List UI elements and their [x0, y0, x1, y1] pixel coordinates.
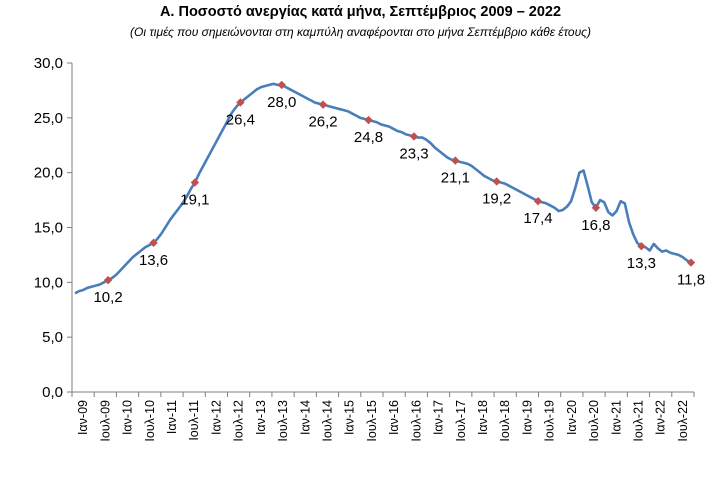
data-point-marker — [236, 98, 245, 107]
data-label: 23,3 — [399, 145, 428, 162]
y-tick-label: 30,0 — [34, 55, 63, 72]
x-tick-label: Ιαν-10 — [121, 400, 135, 435]
data-label: 11,8 — [677, 272, 705, 289]
y-tick-label: 0,0 — [42, 384, 63, 401]
x-tick-label: Ιαν-21 — [609, 400, 623, 435]
data-point-marker — [364, 115, 373, 125]
data-label: 21,1 — [441, 170, 470, 187]
x-tick-label: Ιουλ-16 — [409, 400, 423, 442]
y-tick-label: 25,0 — [34, 110, 63, 127]
data-label: 10,2 — [93, 289, 122, 306]
x-tick-label: Ιουλ-12 — [232, 400, 246, 442]
x-tick-label: Ιουλ-14 — [320, 400, 334, 442]
chart-title: Α. Ποσοστό ανεργίας κατά μήνα, Σεπτέμβρι… — [159, 4, 562, 20]
data-point-marker — [533, 196, 543, 206]
data-label: 19,2 — [482, 190, 511, 207]
x-tick-label: Ιαν-12 — [209, 400, 223, 435]
data-point-marker — [492, 177, 501, 186]
data-point-marker — [591, 203, 601, 212]
x-tick-label: Ιουλ-09 — [98, 400, 112, 442]
x-tick-label: Ιαν-14 — [298, 400, 312, 435]
data-label: 24,8 — [354, 129, 383, 146]
x-tick-label: Ιουλ-17 — [454, 400, 468, 442]
x-tick-label: Ιουλ-13 — [276, 400, 290, 442]
x-tick-label: Ιουλ-21 — [631, 400, 645, 442]
data-point-marker — [190, 178, 200, 187]
data-label: 26,2 — [308, 114, 337, 131]
data-label: 19,1 — [180, 192, 209, 209]
x-tick-label: Ιουλ-10 — [143, 400, 157, 442]
data-point-marker — [277, 80, 286, 90]
x-tick-label: Ιαν-09 — [76, 400, 90, 435]
data-point-marker — [318, 100, 328, 109]
x-tick-label: Ιαν-18 — [476, 400, 490, 435]
x-tick-label: Ιαν-17 — [432, 400, 446, 435]
x-tick-label: Ιουλ-19 — [543, 400, 557, 442]
data-label: 17,4 — [523, 210, 552, 227]
series-line — [74, 82, 692, 295]
y-tick-label: 15,0 — [34, 220, 63, 237]
x-tick-label: Ιουλ-18 — [498, 400, 512, 442]
data-point-marker — [103, 275, 113, 285]
x-tick-label: Ιαν-15 — [343, 400, 357, 435]
x-tick-label: Ιουλ-11 — [187, 400, 201, 441]
data-label: 13,3 — [627, 255, 656, 272]
data-label: 13,6 — [139, 252, 168, 269]
x-tick-label: Ιουλ-15 — [365, 400, 379, 442]
data-point-marker — [149, 238, 158, 248]
x-tick-label: Ιαν-20 — [565, 400, 579, 435]
y-tick-label: 5,0 — [42, 329, 63, 346]
x-tick-label: Ιαν-11 — [165, 400, 179, 434]
x-tick-label: Ιαν-16 — [387, 400, 401, 435]
x-tick-label: Ιαν-19 — [520, 400, 534, 435]
data-point-marker — [637, 241, 646, 251]
x-tick-label: Ιουλ-20 — [587, 400, 601, 442]
y-tick-label: 20,0 — [34, 165, 63, 182]
data-point-marker — [409, 132, 419, 141]
y-tick-label: 10,0 — [34, 274, 63, 291]
data-label: 16,8 — [581, 217, 610, 234]
data-point-marker — [451, 156, 460, 165]
data-label: 28,0 — [267, 94, 296, 111]
x-tick-label: Ιαν-13 — [254, 400, 268, 435]
chart-subtitle: (Οι τιμές που σημειώνονται στη καμπύλη α… — [129, 25, 591, 39]
x-tick-label: Ιαν-22 — [654, 400, 668, 435]
data-point-marker — [686, 258, 696, 267]
x-tick-label: Ιουλ-22 — [676, 400, 690, 442]
data-label: 26,4 — [226, 111, 255, 128]
